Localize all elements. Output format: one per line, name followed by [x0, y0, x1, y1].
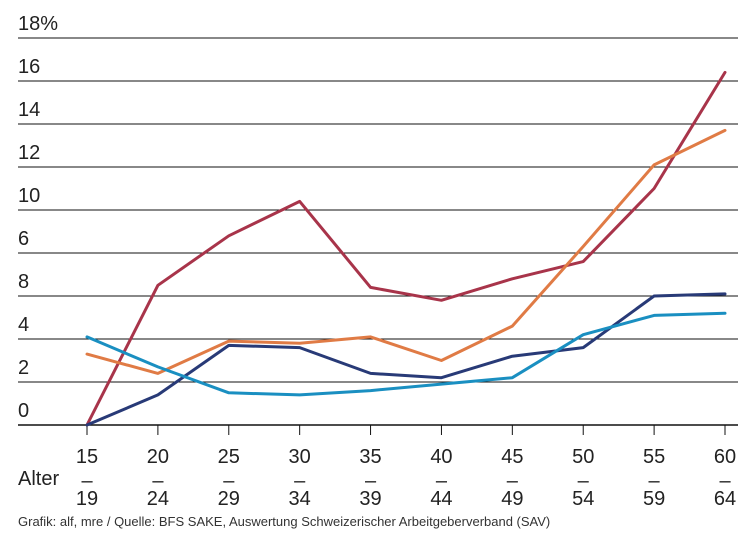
- y-tick-label: 12: [18, 142, 40, 164]
- y-tick-label: 8: [18, 271, 29, 293]
- x-tick-label-dash: –: [81, 470, 93, 492]
- x-tick-label-dash: –: [294, 470, 306, 492]
- x-tick-label-top: 55: [643, 446, 665, 468]
- x-tick-label-bottom: 64: [714, 488, 736, 510]
- y-tick-label: 4: [18, 314, 29, 336]
- x-tick-label-top: 40: [430, 446, 452, 468]
- series-lines: [85, 70, 727, 427]
- x-tick-label-bottom: 54: [572, 488, 594, 510]
- x-tick-label-top: 15: [76, 446, 98, 468]
- y-tick-label: 2: [18, 357, 29, 379]
- y-tick-label: 18%: [18, 13, 58, 35]
- y-axis-labels: 0 2 4 8 6 10 12 14 16 18%: [18, 13, 58, 422]
- x-tick-label-dash: –: [436, 470, 448, 492]
- y-tick-label: 14: [18, 99, 40, 121]
- x-tick-label-bottom: 19: [76, 488, 98, 510]
- x-tick-label-top: 60: [714, 446, 736, 468]
- x-tick-label-top: 25: [218, 446, 240, 468]
- x-tick-label-bottom: 34: [289, 488, 311, 510]
- series-line-2: [85, 128, 727, 375]
- x-axis-title: Alter: [18, 468, 59, 490]
- x-tick-label-dash: –: [507, 470, 519, 492]
- x-tick-label-bottom: 24: [147, 488, 169, 510]
- gridlines: [18, 37, 738, 426]
- x-tick-label-bottom: 44: [430, 488, 452, 510]
- x-tick-label-dash: –: [365, 470, 377, 492]
- x-tick-label-dash: –: [649, 470, 661, 492]
- x-axis-labels: Alter 15–1920–2425–2930–3435–3940–4445–4…: [18, 425, 736, 510]
- y-tick-label: 6: [18, 228, 29, 250]
- x-tick-label-top: 50: [572, 446, 594, 468]
- series-line-1: [85, 70, 727, 427]
- x-tick-label-bottom: 29: [218, 488, 240, 510]
- x-tick-label-dash: –: [719, 470, 731, 492]
- y-tick-label: 0: [18, 400, 29, 422]
- x-tick-label-top: 35: [359, 446, 381, 468]
- x-tick-label-top: 20: [147, 446, 169, 468]
- x-tick-label-top: 30: [289, 446, 311, 468]
- x-tick-label-bottom: 49: [501, 488, 523, 510]
- x-tick-label-bottom: 59: [643, 488, 665, 510]
- x-tick-label-bottom: 39: [359, 488, 381, 510]
- x-tick-label-dash: –: [223, 470, 235, 492]
- x-tick-label-dash: –: [152, 470, 164, 492]
- y-tick-label: 10: [18, 185, 40, 207]
- source-note: Grafik: alf, mre / Quelle: BFS SAKE, Aus…: [18, 514, 550, 529]
- x-tick-label-top: 45: [501, 446, 523, 468]
- y-tick-label: 16: [18, 56, 40, 78]
- series-line-4: [85, 311, 727, 397]
- x-tick-label-dash: –: [578, 470, 590, 492]
- series-line-3: [85, 292, 727, 427]
